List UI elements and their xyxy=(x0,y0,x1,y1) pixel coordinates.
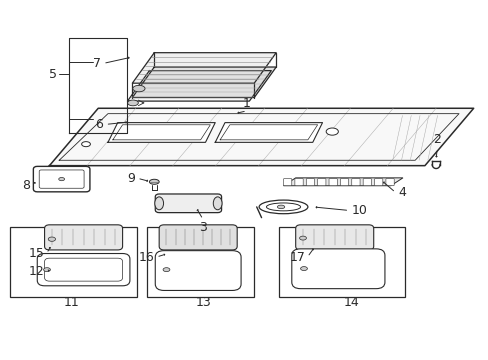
Text: 16: 16 xyxy=(138,251,154,264)
Ellipse shape xyxy=(59,177,64,181)
Text: 11: 11 xyxy=(63,296,79,309)
FancyBboxPatch shape xyxy=(351,179,359,186)
Ellipse shape xyxy=(266,203,300,211)
Ellipse shape xyxy=(133,85,145,92)
Text: 6: 6 xyxy=(95,118,103,131)
Polygon shape xyxy=(283,178,402,186)
Ellipse shape xyxy=(48,237,56,241)
Ellipse shape xyxy=(127,100,138,106)
Polygon shape xyxy=(108,123,215,142)
FancyBboxPatch shape xyxy=(363,179,371,186)
Text: 5: 5 xyxy=(49,68,57,81)
Bar xyxy=(147,226,254,297)
FancyBboxPatch shape xyxy=(44,225,122,250)
Ellipse shape xyxy=(277,205,284,209)
Text: 7: 7 xyxy=(92,57,101,70)
Text: 13: 13 xyxy=(195,296,210,309)
FancyBboxPatch shape xyxy=(155,194,221,213)
Ellipse shape xyxy=(259,200,307,214)
FancyBboxPatch shape xyxy=(283,179,291,186)
Polygon shape xyxy=(132,67,276,98)
Text: 9: 9 xyxy=(127,172,135,185)
FancyBboxPatch shape xyxy=(33,166,90,192)
FancyBboxPatch shape xyxy=(44,258,122,281)
Text: 8: 8 xyxy=(22,179,30,192)
Ellipse shape xyxy=(213,197,222,210)
FancyBboxPatch shape xyxy=(385,179,393,186)
Bar xyxy=(278,226,405,297)
Polygon shape xyxy=(49,108,473,166)
FancyBboxPatch shape xyxy=(340,179,348,186)
Ellipse shape xyxy=(300,267,307,271)
Text: 10: 10 xyxy=(351,204,367,217)
Polygon shape xyxy=(132,53,276,83)
FancyBboxPatch shape xyxy=(37,253,130,286)
Ellipse shape xyxy=(43,268,50,272)
Ellipse shape xyxy=(81,141,90,147)
FancyBboxPatch shape xyxy=(294,179,303,186)
FancyBboxPatch shape xyxy=(39,170,84,188)
Polygon shape xyxy=(215,123,322,142)
Text: 15: 15 xyxy=(29,247,44,260)
Ellipse shape xyxy=(149,179,159,184)
FancyBboxPatch shape xyxy=(295,225,373,250)
Bar xyxy=(10,226,137,297)
Text: 3: 3 xyxy=(199,221,206,234)
Text: 17: 17 xyxy=(289,251,305,264)
Ellipse shape xyxy=(163,268,169,272)
FancyBboxPatch shape xyxy=(317,179,325,186)
Ellipse shape xyxy=(299,236,306,240)
Text: 4: 4 xyxy=(397,186,405,199)
FancyBboxPatch shape xyxy=(159,225,237,250)
Text: 14: 14 xyxy=(343,296,359,309)
FancyBboxPatch shape xyxy=(374,179,382,186)
FancyBboxPatch shape xyxy=(291,249,384,289)
Ellipse shape xyxy=(325,128,338,135)
Text: 2: 2 xyxy=(432,133,440,146)
FancyBboxPatch shape xyxy=(305,179,314,186)
FancyBboxPatch shape xyxy=(328,179,337,186)
Ellipse shape xyxy=(155,197,163,210)
Polygon shape xyxy=(127,71,271,101)
Text: 1: 1 xyxy=(243,97,250,110)
Text: 12: 12 xyxy=(29,265,44,278)
FancyBboxPatch shape xyxy=(155,251,241,291)
